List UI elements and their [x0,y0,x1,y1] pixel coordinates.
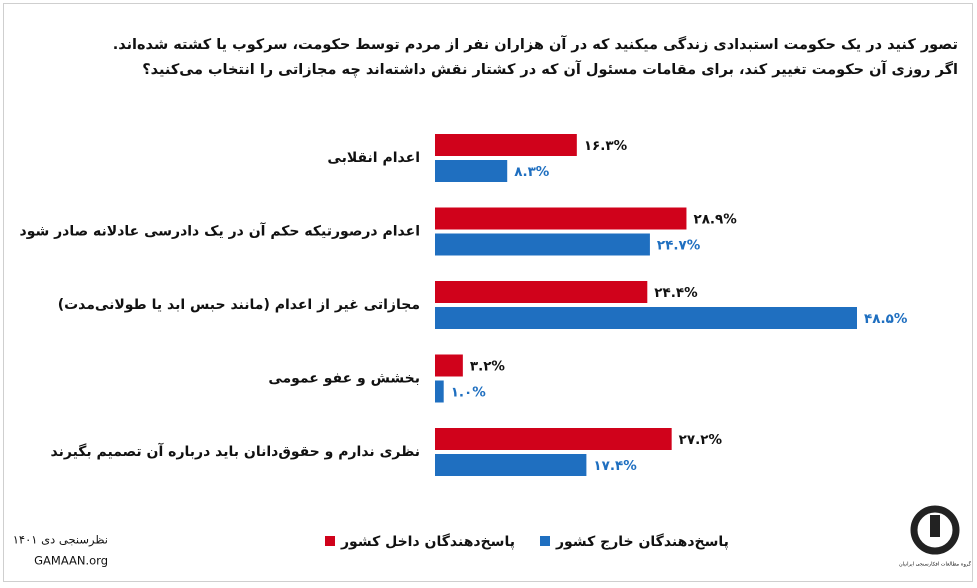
category-label: بخشش و عفو عمومی [268,371,420,387]
bar [435,354,463,377]
bar [435,307,857,329]
logo: گروه مطالعات افکارسنجی ایرانیان [899,505,972,568]
value-label: ۲۴.۷% [657,238,701,254]
legend-label: پاسخ‌دهندگان داخل کشور [340,533,515,550]
bar [435,233,650,256]
value-label: ۳.۲% [470,359,506,375]
value-label: ۲۸.۹% [693,212,737,228]
value-label: ۲۷.۲% [679,432,723,448]
chart-title: تصور کنید در یک حکومت استبدادی زندگی میک… [113,35,958,53]
legend-label: پاسخ‌دهندگان خارج کشور [555,533,729,550]
category-label: اعدام انقلابی [327,150,420,166]
bar [435,281,648,303]
logo-text: گروه مطالعات افکارسنجی ایرانیان [899,561,972,568]
value-label: ۱.۰% [451,385,487,401]
category-label: اعدام درصورتیکه حکم آن در یک دادرسی عادل… [20,222,420,240]
value-label: ۲۴.۴% [654,285,698,301]
value-label: ۴۸.۵% [864,311,908,327]
value-label: ۱۷.۴% [593,458,637,474]
bar [435,454,587,476]
legend-swatch [325,536,335,546]
bar [435,428,672,450]
source: نظرسنجی دی ۱۴۰۱ [13,533,108,548]
legend-swatch [540,536,550,546]
website: GAMAAN.org [34,554,108,568]
bar [435,380,444,403]
bar [435,134,577,156]
legend: پاسخ‌دهندگان داخل کشور پاسخ‌دهندگان خارج … [325,533,729,550]
bar [435,207,687,230]
bar [435,160,508,182]
category-label: نظری ندارم و حقوق‌دانان باید درباره آن ت… [51,442,420,460]
logo-mark [930,515,940,537]
value-label: ۸.۳% [514,164,550,180]
value-label: ۱۶.۳% [584,138,628,154]
category-label: مجازاتی غیر از اعدام (مانند حبس ابد یا ط… [58,297,420,313]
logo-mark [910,505,960,555]
plot: اعدام انقلابی ۱۶.۳% ۸.۳% اعدام درصورتیکه حک… [20,134,908,476]
chart-title: اگر روزی آن حکومت تغییر کند، برای مقامات… [142,60,958,78]
